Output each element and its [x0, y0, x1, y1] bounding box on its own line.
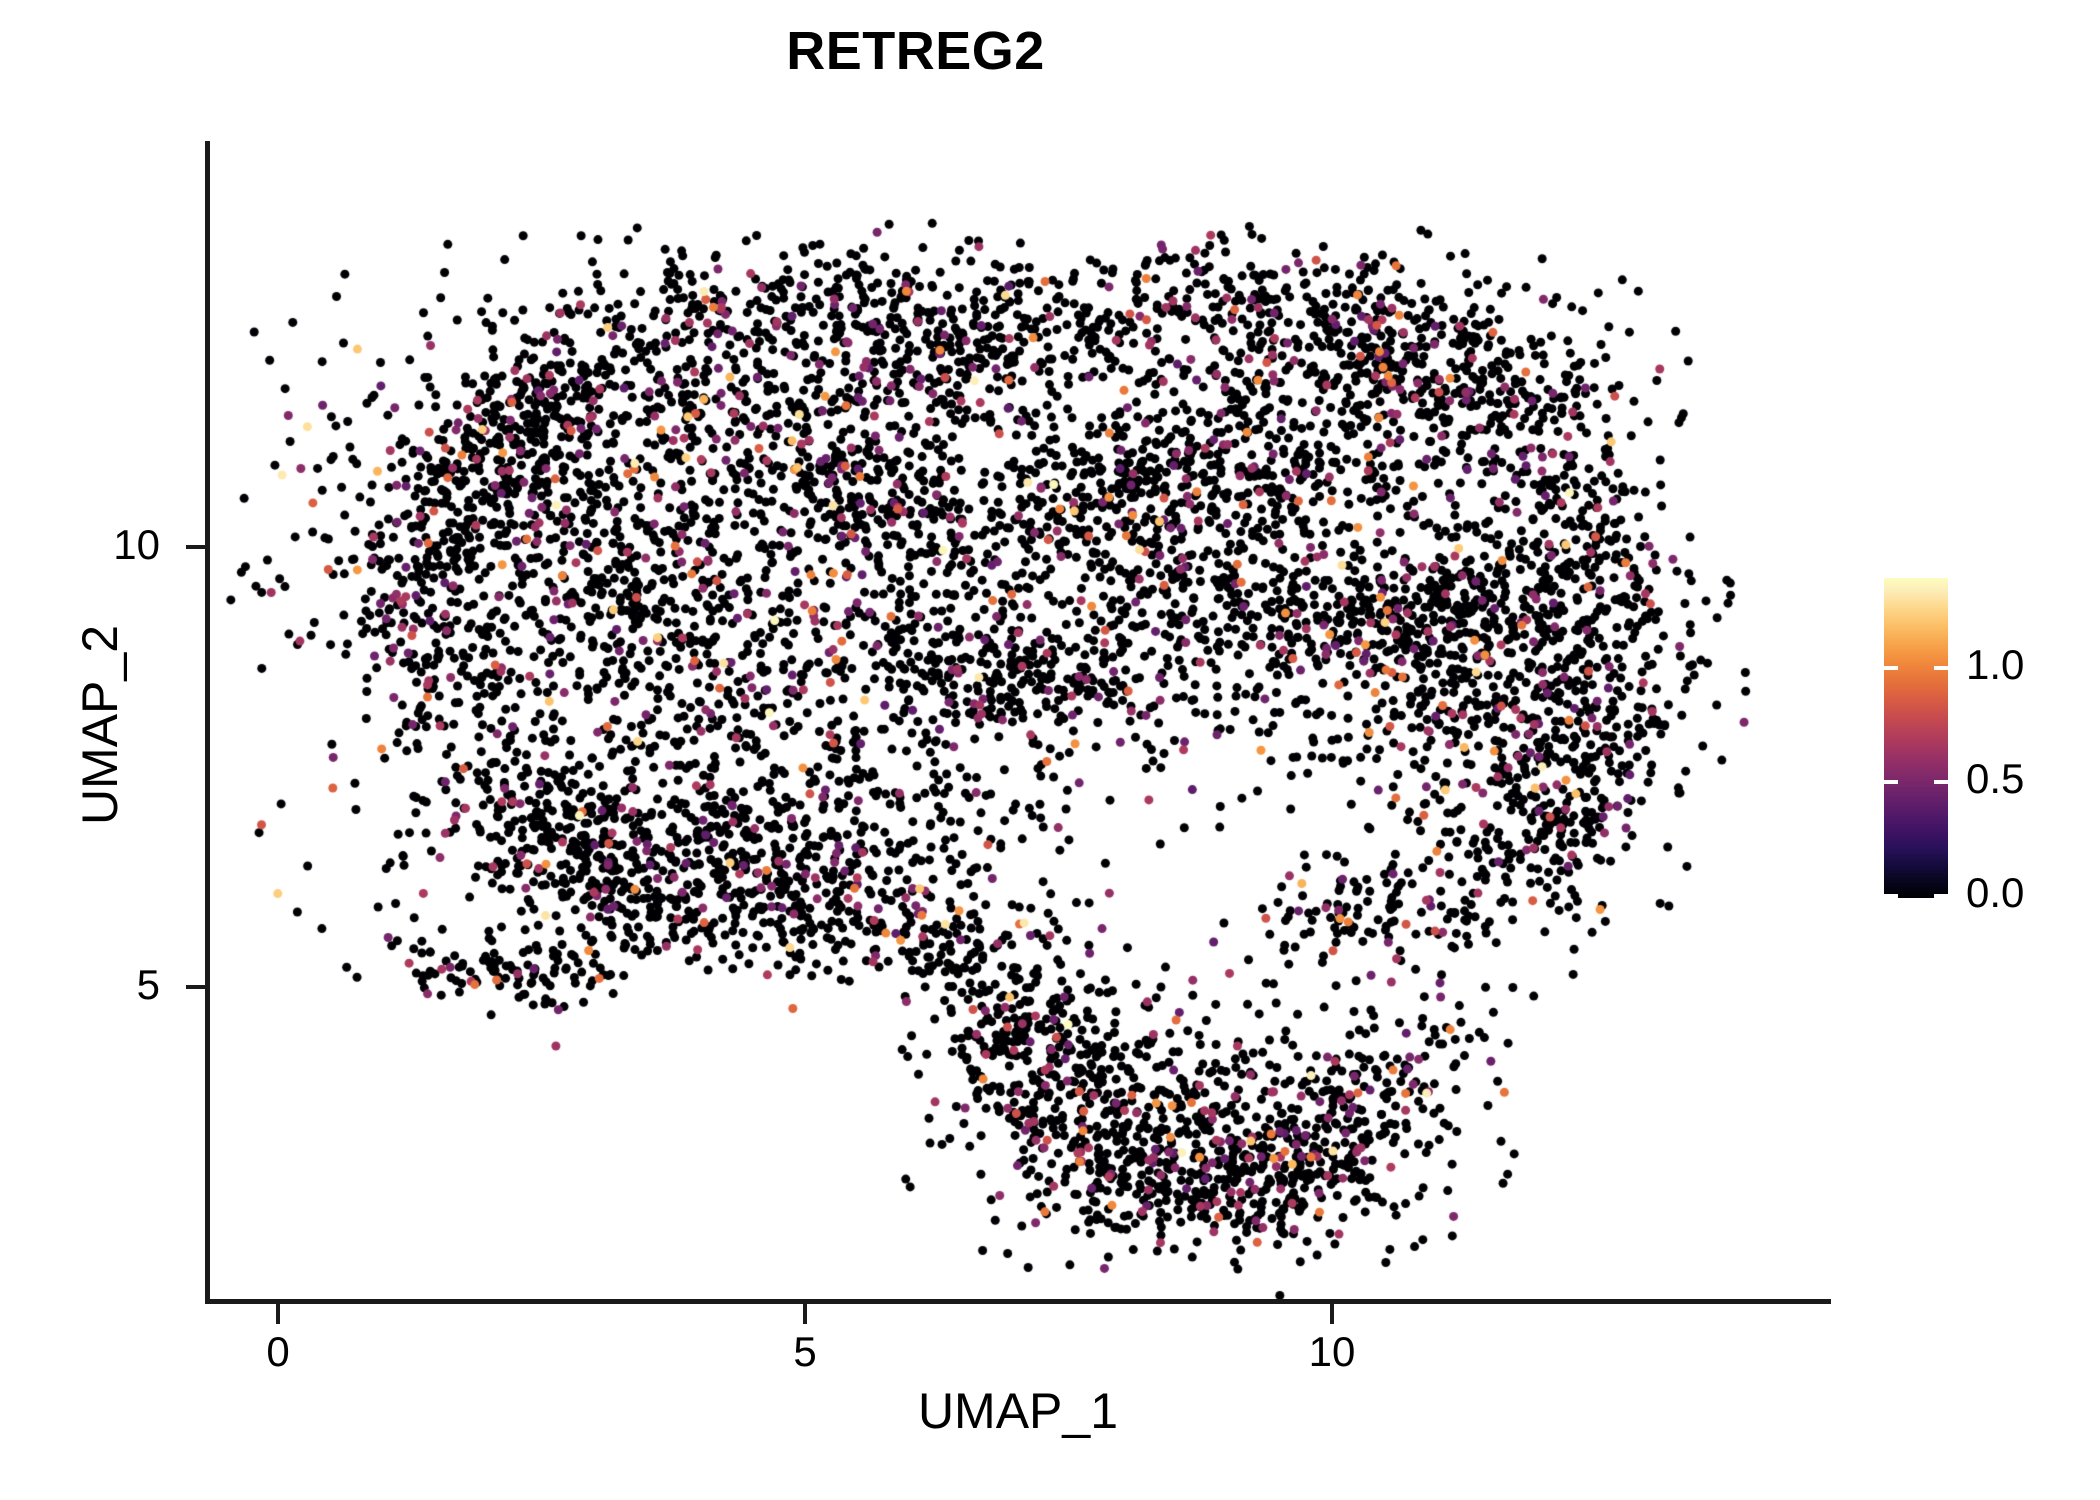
colorbar-label-0.0: 0.0 [1966, 869, 2025, 916]
colorbar-tick-1.0-right [1934, 666, 1948, 670]
colorbar-label-0.5: 0.5 [1966, 755, 2025, 802]
colorbar-tick-0.5-right [1934, 780, 1948, 784]
y-tick-label-5: 5 [136, 961, 160, 1008]
colorbar-gradient [1884, 578, 1948, 898]
y-tick-mark-5 [186, 985, 206, 989]
x-axis-line [205, 1299, 1831, 1304]
colorbar-label-1.0: 1.0 [1966, 641, 2025, 688]
y-axis-title: UMAP_2 [72, 624, 128, 826]
x-tick-label-0: 0 [266, 1328, 290, 1375]
page-title: RETREG2 [786, 21, 1045, 81]
colorbar-tick-0.0-left [1884, 894, 1898, 898]
color-legend: 1.0 0.5 0.0 [1884, 578, 2084, 914]
y-tick-label-10: 10 [113, 521, 160, 568]
scatter-points-canvas [205, 141, 1831, 1301]
x-tick-mark-0 [276, 1304, 280, 1324]
x-tick-mark-10 [1330, 1304, 1334, 1324]
x-axis-title: UMAP_1 [917, 1383, 1119, 1439]
colorbar-tick-1.0-left [1884, 666, 1898, 670]
colorbar-tick-0.5-left [1884, 780, 1898, 784]
colorbar-tick-0.0-right [1934, 894, 1948, 898]
y-tick-mark-10 [186, 545, 206, 549]
scatter-plot-panel [205, 141, 1831, 1301]
y-axis-line [205, 141, 210, 1304]
x-tick-label-10: 10 [1308, 1328, 1356, 1375]
x-tick-label-5: 5 [793, 1328, 817, 1375]
x-tick-mark-5 [803, 1304, 807, 1324]
